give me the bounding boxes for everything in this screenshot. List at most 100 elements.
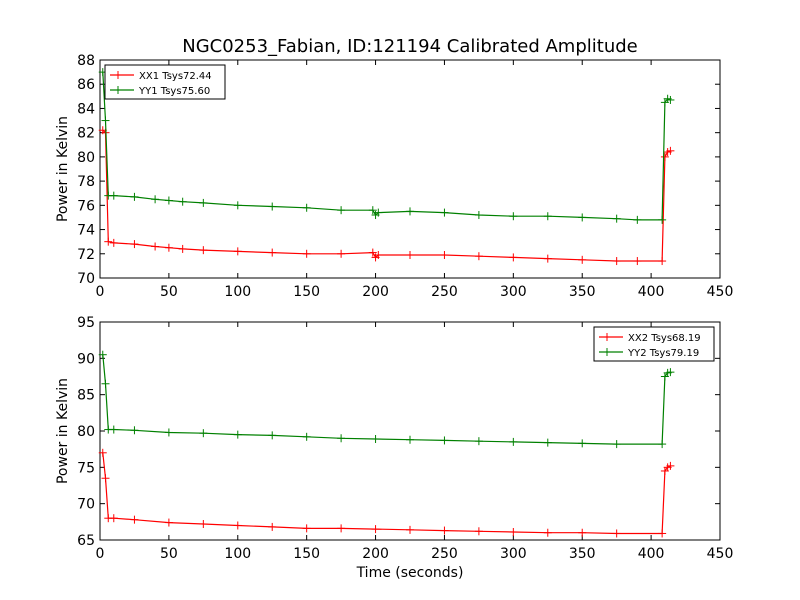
y-tick-label: 65 [77, 533, 95, 549]
legend-entry: XX1 Tsys72.44 [110, 71, 212, 82]
x-tick-label: 200 [362, 546, 389, 562]
data-point [374, 250, 383, 259]
data-point [337, 206, 346, 215]
data-point [98, 350, 107, 359]
x-tick-label: 150 [293, 284, 320, 300]
data-point [371, 525, 380, 534]
data-point [658, 215, 667, 224]
data-point [337, 524, 346, 533]
data-point [368, 206, 377, 215]
legend-box [104, 64, 226, 100]
x-tick-label: 250 [431, 546, 458, 562]
y-tick-label: 80 [77, 424, 95, 440]
data-point [178, 244, 187, 253]
data-point [302, 524, 311, 533]
plot-frame [99, 59, 721, 279]
top-panel: 0 50 100 150 200 250 300 350 400 450 70 72 74 76 78 80 8… [55, 53, 733, 300]
y-tick-label: 90 [77, 351, 95, 367]
data-point [612, 214, 621, 223]
series-line [102, 72, 671, 221]
data-point [109, 514, 118, 523]
data-point [268, 431, 277, 440]
data-point [337, 249, 346, 258]
series-xx2 [98, 448, 675, 538]
data-point [406, 250, 414, 259]
data-point [612, 529, 621, 538]
data-point [164, 196, 173, 205]
data-point [109, 425, 118, 434]
x-tick-label: 300 [500, 546, 527, 562]
bottom-panel: 0 50 100 150 200 250 300 350 400 450 65 70 75 80 85 90 9… [55, 315, 733, 581]
data-point [666, 146, 675, 155]
x-axis-label: Time (seconds) [356, 565, 464, 581]
data-point [233, 430, 242, 439]
y-tick-label: 85 [77, 388, 95, 404]
data-point [109, 238, 118, 247]
y-tick-label: 82 [77, 126, 95, 142]
x-tick-label: 100 [224, 546, 251, 562]
data-point [440, 526, 449, 535]
data-point [660, 152, 669, 161]
data-point [130, 240, 139, 249]
legend-label: XX2 Tsys68.19 [628, 333, 701, 344]
legend-entry: YY2 Tsys79.19 [599, 348, 699, 359]
data-point [268, 248, 277, 257]
data-point [302, 249, 311, 258]
data-point [440, 208, 449, 217]
data-point [666, 461, 675, 470]
y-axis-label: Power in Kelvin [55, 378, 71, 484]
y-tick-label: 80 [77, 150, 95, 166]
y-tick-label: 74 [77, 223, 95, 239]
legend: XX2 Tsys68.19 YY2 Tsys79.19 [593, 326, 715, 362]
data-point [578, 213, 587, 222]
legend-box [593, 326, 715, 362]
legend: XX1 Tsys72.44 YY1 Tsys75.60 [104, 64, 226, 100]
data-point [440, 250, 449, 259]
data-point [164, 428, 173, 437]
data-point [101, 474, 110, 483]
y-tick-label: 88 [77, 53, 95, 69]
data-point [440, 436, 449, 445]
data-point [368, 248, 377, 257]
x-tick-label: 350 [569, 284, 596, 300]
data-point [612, 440, 621, 449]
y-tick-label: 78 [77, 174, 95, 190]
data-point [612, 257, 621, 266]
data-point [199, 246, 208, 255]
data-point [474, 437, 483, 446]
data-point [199, 429, 208, 438]
data-point [474, 527, 483, 536]
data-point [658, 529, 667, 538]
data-point [233, 521, 242, 530]
data-point [130, 426, 139, 435]
x-tick-label: 400 [638, 284, 665, 300]
data-point [543, 212, 552, 221]
data-point [337, 434, 346, 443]
data-point [406, 435, 414, 444]
figure-title: NGC0253_Fabian, ID:121194 Calibrated Amp… [182, 36, 637, 57]
x-tick-label: 150 [293, 546, 320, 562]
x-tick-label: 450 [707, 284, 734, 300]
data-point [509, 212, 518, 221]
data-point [268, 202, 277, 211]
x-tick-label: 300 [500, 284, 527, 300]
data-point [578, 528, 587, 537]
data-point [371, 434, 380, 443]
data-point [233, 201, 242, 210]
series-line [102, 129, 671, 262]
legend-label: YY1 Tsys75.60 [138, 86, 210, 97]
data-point [578, 255, 587, 264]
x-tick-label: 350 [569, 546, 596, 562]
data-point [233, 247, 242, 256]
y-tick-label: 86 [77, 77, 95, 93]
data-point [474, 252, 483, 261]
data-point [101, 379, 110, 388]
data-point [543, 438, 552, 447]
data-point [578, 439, 587, 448]
data-point [302, 432, 311, 441]
data-point [268, 522, 277, 531]
data-point [151, 242, 160, 251]
x-tick-label: 50 [160, 284, 178, 300]
data-point [509, 437, 518, 446]
